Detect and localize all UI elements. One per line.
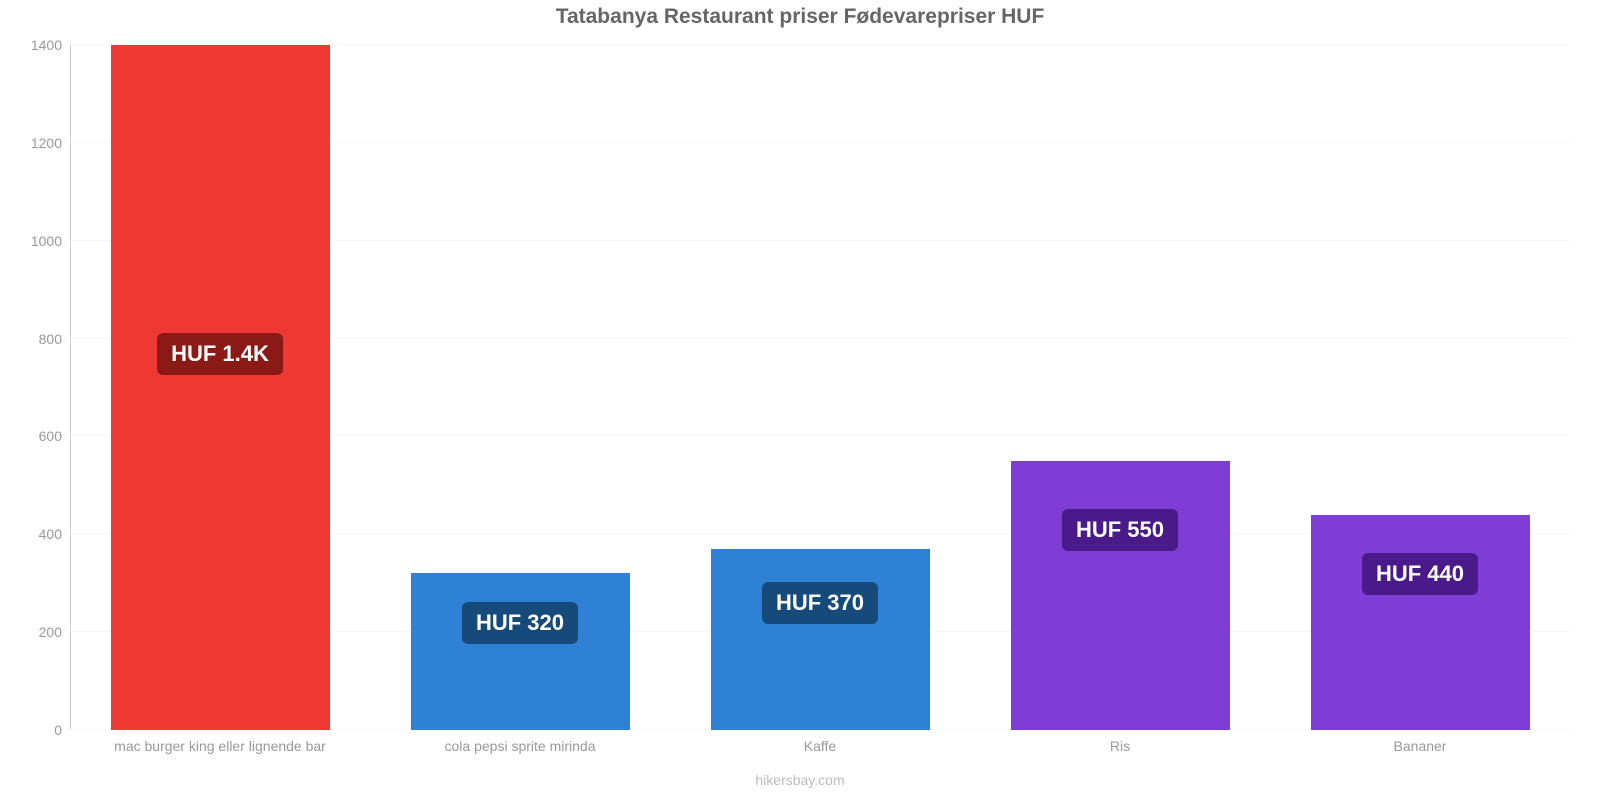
bar: HUF 370 <box>711 549 930 730</box>
y-tick-label: 800 <box>39 331 62 347</box>
bar: HUF 320 <box>411 573 630 730</box>
x-axis-label: mac burger king eller lignende bar <box>70 738 370 754</box>
bar-value-badge: HUF 320 <box>462 602 578 644</box>
bar-value-badge: HUF 370 <box>762 582 878 624</box>
bar-value-badge: HUF 440 <box>1362 553 1478 595</box>
x-axis-label: Ris <box>970 738 1270 754</box>
plot-area: 0200400600800100012001400 HUF 1.4Kmac bu… <box>70 45 1570 730</box>
attribution: hikersbay.com <box>0 772 1600 788</box>
bars-row: HUF 1.4Kmac burger king eller lignende b… <box>70 45 1570 730</box>
bar-value-badge: HUF 1.4K <box>157 333 283 375</box>
y-tick-label: 200 <box>39 624 62 640</box>
x-axis-label: cola pepsi sprite mirinda <box>370 738 670 754</box>
chart-container: Tatabanya Restaurant priser Fødevarepris… <box>0 0 1600 800</box>
bar-value-badge: HUF 550 <box>1062 509 1178 551</box>
y-tick-label: 0 <box>54 722 62 738</box>
chart-title: Tatabanya Restaurant priser Fødevarepris… <box>0 5 1600 29</box>
x-axis-label: Kaffe <box>670 738 970 754</box>
bar-slot: HUF 1.4Kmac burger king eller lignende b… <box>70 45 370 730</box>
bar-slot: HUF 320cola pepsi sprite mirinda <box>370 45 670 730</box>
y-tick-label: 400 <box>39 526 62 542</box>
bar-slot: HUF 550Ris <box>970 45 1270 730</box>
bar: HUF 550 <box>1011 461 1230 730</box>
bar: HUF 1.4K <box>111 45 330 730</box>
bar-slot: HUF 440Bananer <box>1270 45 1570 730</box>
bar: HUF 440 <box>1311 515 1530 730</box>
x-axis-label: Bananer <box>1270 738 1570 754</box>
y-tick-label: 1200 <box>31 135 62 151</box>
y-tick-label: 1400 <box>31 37 62 53</box>
y-tick-label: 1000 <box>31 233 62 249</box>
bar-slot: HUF 370Kaffe <box>670 45 970 730</box>
y-tick-label: 600 <box>39 428 62 444</box>
